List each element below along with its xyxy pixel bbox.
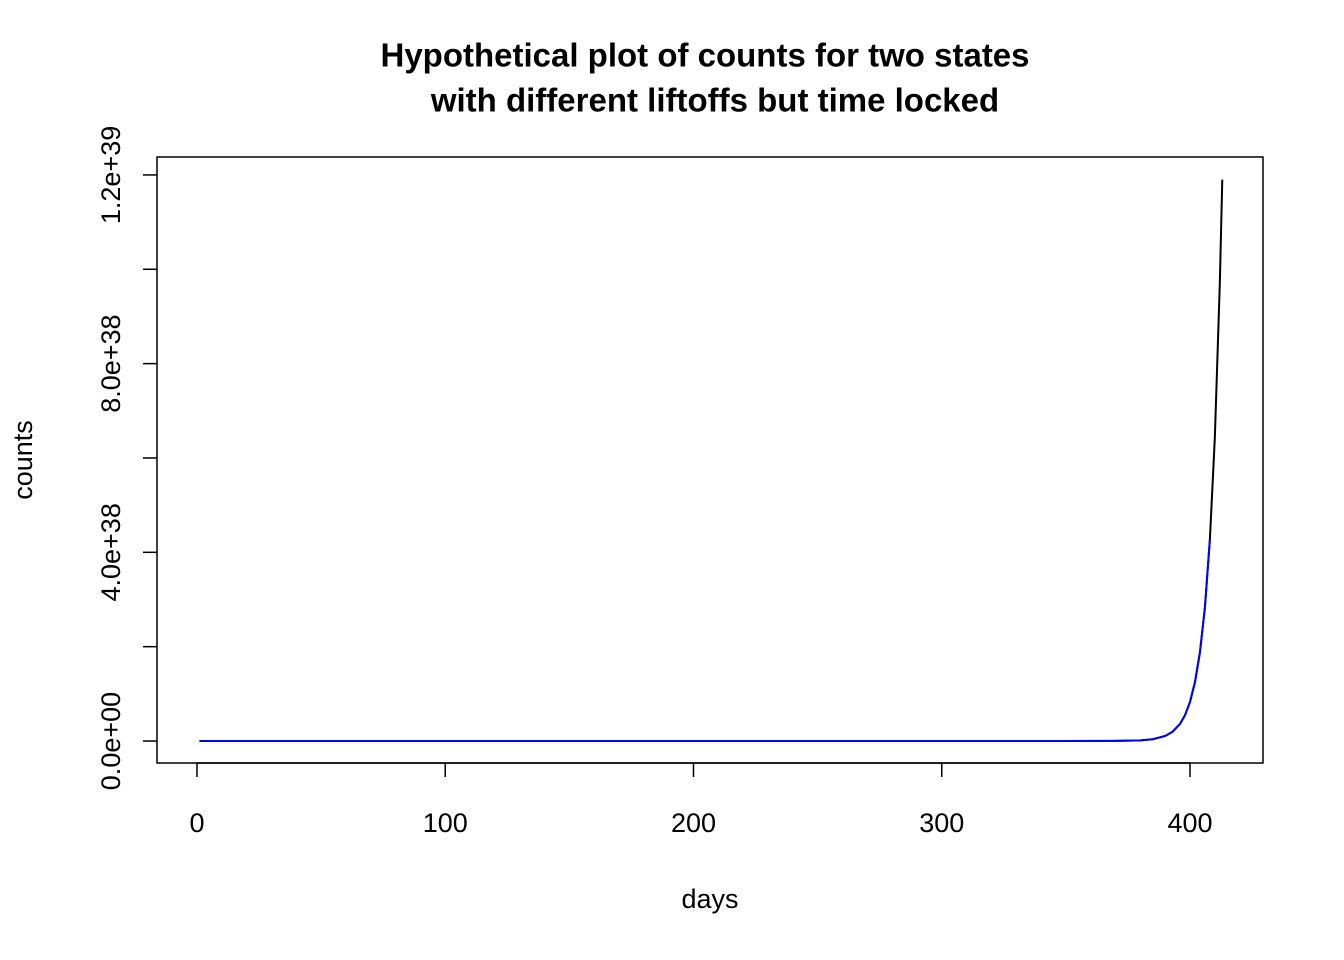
y-tick-label: 1.2e+39 <box>96 126 126 224</box>
x-tick-label: 300 <box>919 808 964 838</box>
plot-frame <box>156 156 1264 764</box>
data-line <box>199 539 1211 743</box>
y-tick-label: 4.0e+38 <box>96 503 126 601</box>
x-axis-label: days <box>681 884 738 914</box>
y-tick-label: 8.0e+38 <box>96 314 126 412</box>
chart-title: with different liftoffs but time locked <box>430 82 999 119</box>
x-tick-label: 200 <box>671 808 716 838</box>
y-axis-label: counts <box>8 420 38 500</box>
data-line <box>199 179 1224 743</box>
x-tick-label: 0 <box>189 808 204 838</box>
chart-title: Hypothetical plot of counts for two stat… <box>380 37 1029 74</box>
y-tick-label: 0.0e+00 <box>96 692 126 790</box>
x-tick-label: 100 <box>423 808 468 838</box>
x-tick-label: 400 <box>1167 808 1212 838</box>
